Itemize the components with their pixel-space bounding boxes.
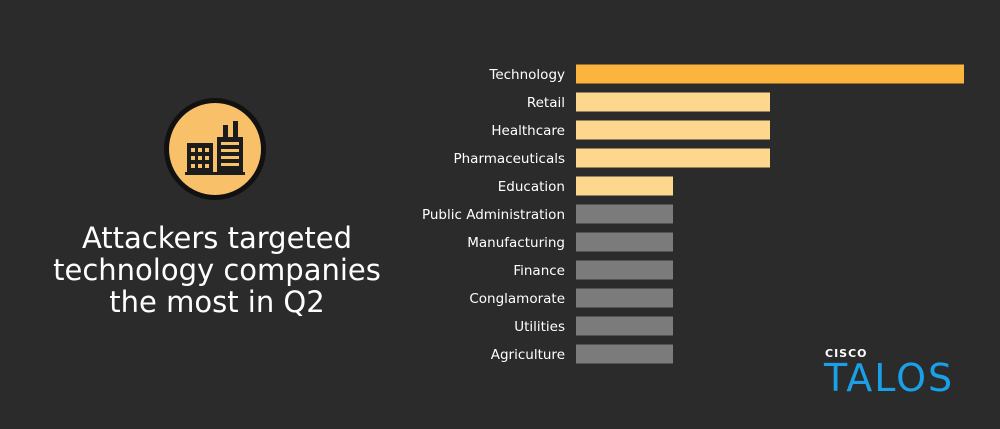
category-label: Conglamorate: [469, 291, 565, 307]
category-label: Agriculture: [491, 347, 565, 363]
category-label: Public Administration: [422, 207, 565, 223]
logo-talos-text: TALOS: [824, 356, 955, 400]
category-label: Manufacturing: [467, 235, 565, 251]
factory-buildings-icon: [185, 121, 245, 175]
category-labels-layer: Technology Retail Healthcare Pharmaceutical…: [422, 67, 565, 363]
category-label: Utilities: [514, 319, 565, 335]
bar-conglamorate: [576, 288, 673, 308]
category-label: Technology: [488, 67, 565, 83]
category-label: Retail: [527, 95, 565, 111]
bar-retail: [576, 92, 770, 112]
bar-agriculture: [576, 344, 673, 364]
bar-manufacturing: [576, 232, 673, 252]
headline: Attackers targeted technology companies …: [22, 222, 412, 318]
category-label: Education: [498, 179, 565, 195]
bar-healthcare: [576, 120, 770, 140]
cisco-talos-logo: CISCO TALOS: [824, 347, 974, 407]
category-label: Finance: [513, 263, 565, 279]
logo-cisco-text: CISCO: [825, 347, 868, 360]
bar-public-administration: [576, 204, 673, 224]
category-label: Healthcare: [491, 123, 565, 139]
bars-layer: [576, 64, 964, 364]
industry-icon-circle: [169, 103, 261, 195]
bar-education: [576, 176, 673, 196]
bar-utilities: [576, 316, 673, 336]
headline-line-1: Attackers targeted: [81, 221, 353, 255]
headline-line-2: technology companies: [53, 253, 381, 287]
bar-technology: [576, 64, 964, 84]
headline-line-3: the most in Q2: [109, 285, 325, 319]
category-label: Pharmaceuticals: [453, 151, 565, 167]
industry-icon-badge: [164, 98, 266, 200]
bar-pharmaceuticals: [576, 148, 770, 168]
bar-finance: [576, 260, 673, 280]
